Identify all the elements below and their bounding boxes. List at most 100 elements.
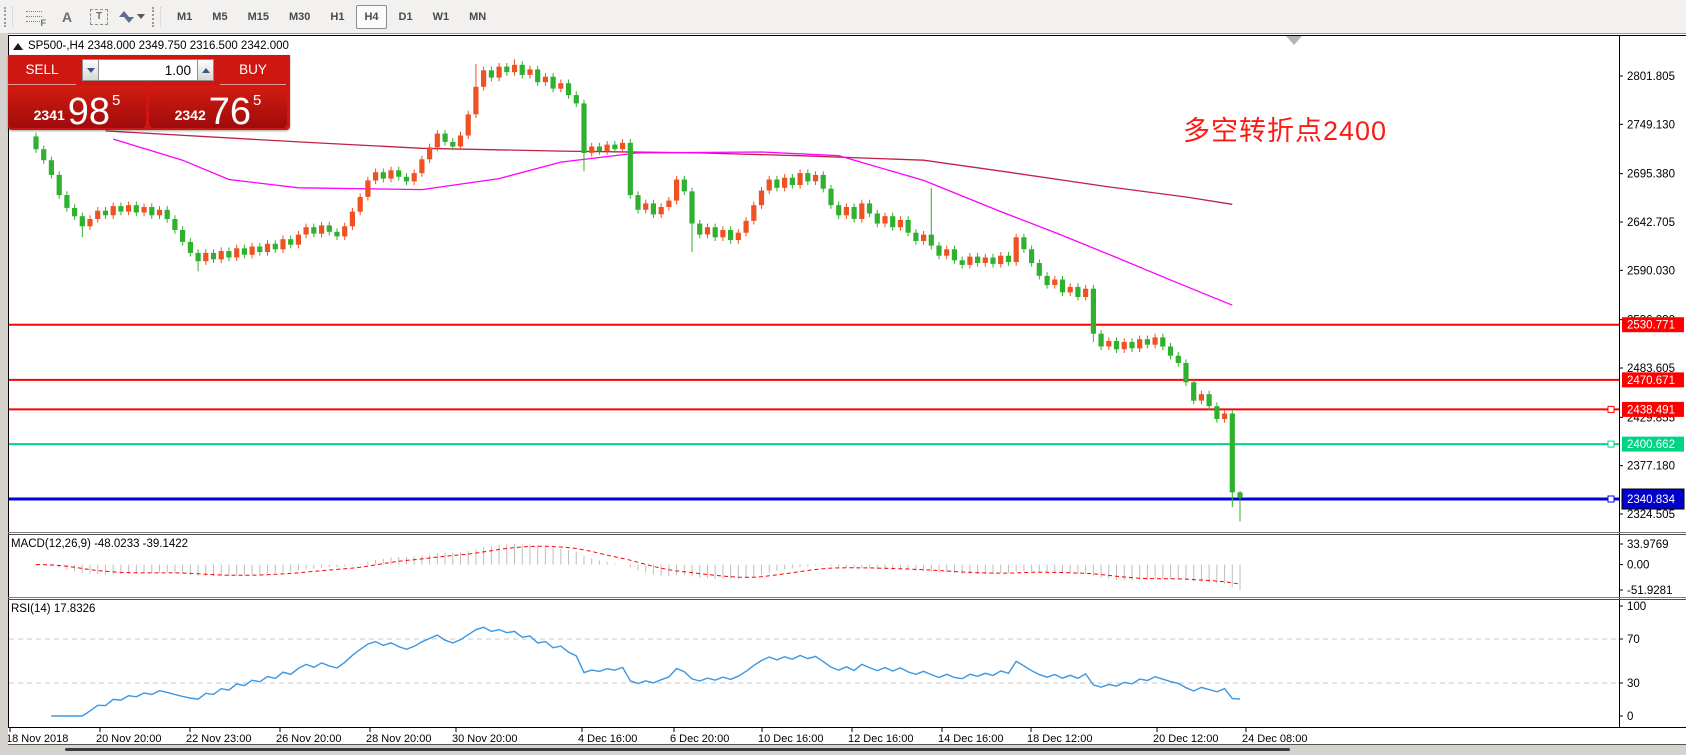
ma-fast-line bbox=[113, 138, 1233, 306]
time-axis-label: 22 Nov 23:00 bbox=[186, 733, 251, 745]
price-label-box-2530.771 bbox=[1622, 317, 1684, 333]
candle bbox=[1160, 337, 1166, 347]
candle bbox=[643, 203, 649, 210]
candle bbox=[550, 76, 556, 89]
candle bbox=[33, 136, 39, 150]
sell-price-big: 98 bbox=[67, 90, 111, 133]
timeframe-H4[interactable]: H4 bbox=[356, 4, 387, 29]
timeframe-H1[interactable]: H1 bbox=[330, 10, 345, 23]
candle bbox=[565, 83, 572, 96]
arrows-icon[interactable] bbox=[117, 4, 146, 30]
candle bbox=[1222, 413, 1228, 419]
candle bbox=[743, 220, 749, 233]
sell-price-prefix: 2341 bbox=[33, 107, 65, 123]
arrow-down-icon bbox=[86, 67, 95, 73]
price-axis-label: 2377.180 bbox=[1627, 461, 1675, 473]
timeframe-M30[interactable]: M30 bbox=[288, 10, 311, 23]
text-label-icon[interactable]: T bbox=[85, 4, 113, 30]
time-axis-label: 12 Dec 16:00 bbox=[848, 733, 913, 745]
volume-increase-button[interactable] bbox=[197, 59, 214, 81]
time-axis-label: 20 Nov 20:00 bbox=[96, 733, 161, 745]
buy-price-sup: 5 bbox=[253, 92, 262, 109]
candle bbox=[959, 260, 965, 265]
scrollbar-thumb[interactable] bbox=[65, 748, 1290, 751]
price-axis-label: 2801.805 bbox=[1627, 71, 1675, 83]
time-axis-label: 10 Dec 16:00 bbox=[758, 733, 823, 745]
level-handle-2400.662[interactable] bbox=[1607, 440, 1615, 448]
sell-price-box[interactable]: 2341 98 5 bbox=[8, 86, 146, 133]
candle bbox=[1013, 237, 1019, 263]
candle bbox=[774, 179, 780, 188]
candle bbox=[303, 227, 309, 235]
candle bbox=[820, 174, 826, 189]
candle bbox=[349, 211, 355, 227]
level-handle-2340.834[interactable] bbox=[1607, 495, 1615, 503]
candle bbox=[241, 248, 247, 255]
candle bbox=[797, 173, 803, 185]
timeframe-D1[interactable]: D1 bbox=[398, 10, 413, 23]
candle bbox=[1152, 337, 1158, 345]
collapse-triangle-icon[interactable] bbox=[13, 42, 23, 50]
candle bbox=[951, 249, 957, 261]
candle bbox=[272, 243, 278, 250]
price-axis-label: 2695.380 bbox=[1627, 169, 1675, 181]
candle bbox=[1083, 288, 1089, 297]
level-handle-2438.491[interactable] bbox=[1607, 405, 1615, 413]
candle bbox=[249, 246, 255, 255]
candle bbox=[95, 210, 101, 219]
ma-slow-line bbox=[105, 130, 1233, 205]
timeframe-W1[interactable]: W1 bbox=[432, 10, 450, 23]
buy-price-box[interactable]: 2342 76 5 bbox=[149, 86, 287, 131]
candle bbox=[1198, 394, 1204, 401]
candle bbox=[187, 241, 193, 253]
window-left-edge bbox=[0, 33, 8, 755]
candle bbox=[64, 195, 70, 208]
volume-decrease-button[interactable] bbox=[82, 59, 99, 81]
candle bbox=[457, 135, 464, 147]
chart-area[interactable]: 2801.805 2749.130 2695.380 2642.705 2590.030… bbox=[0, 33, 1686, 755]
chevron-down-icon bbox=[137, 14, 145, 19]
candle bbox=[1214, 406, 1220, 419]
candle bbox=[434, 133, 440, 148]
time-axis-label: 26 Nov 20:00 bbox=[276, 733, 341, 745]
buy-button[interactable]: BUY bbox=[220, 56, 286, 85]
candle bbox=[427, 147, 433, 160]
timeframe-MN[interactable]: MN bbox=[469, 10, 487, 23]
candle bbox=[843, 207, 849, 216]
toolbar-drag-handle[interactable] bbox=[4, 6, 13, 27]
candle bbox=[674, 179, 680, 201]
timeframe-M5[interactable]: M5 bbox=[212, 10, 228, 23]
timeframe-M1[interactable]: M1 bbox=[177, 10, 193, 23]
candle bbox=[87, 219, 93, 227]
chart-shift-marker-icon[interactable] bbox=[1286, 36, 1302, 45]
candle bbox=[126, 205, 132, 212]
candle bbox=[1113, 341, 1120, 350]
candle bbox=[373, 172, 379, 181]
candle bbox=[1121, 341, 1127, 350]
candle bbox=[326, 225, 332, 232]
time-axis-label: 30 Nov 20:00 bbox=[452, 733, 517, 745]
volume-input[interactable] bbox=[99, 59, 197, 81]
candle bbox=[581, 103, 587, 153]
fibonacci-grid-icon[interactable]: F bbox=[21, 4, 49, 30]
candle bbox=[203, 252, 209, 262]
timeframe-M15[interactable]: M15 bbox=[247, 10, 269, 23]
candle bbox=[805, 173, 811, 182]
candle bbox=[635, 195, 641, 210]
candle bbox=[388, 170, 394, 179]
candle bbox=[118, 206, 124, 212]
candle bbox=[1237, 492, 1243, 498]
candle bbox=[141, 207, 147, 213]
candle bbox=[1191, 382, 1197, 401]
candle bbox=[396, 170, 402, 177]
candle bbox=[866, 203, 873, 214]
timeframe-drag-handle[interactable] bbox=[152, 6, 161, 27]
candle bbox=[180, 230, 186, 242]
candle bbox=[1090, 288, 1096, 334]
sell-button[interactable]: SELL bbox=[8, 56, 76, 85]
candle bbox=[612, 144, 618, 150]
candle bbox=[450, 141, 456, 147]
time-axis-label: 18 Dec 12:00 bbox=[1027, 733, 1092, 745]
text-icon[interactable]: A bbox=[53, 4, 81, 30]
text-glyph: A bbox=[61, 8, 73, 25]
